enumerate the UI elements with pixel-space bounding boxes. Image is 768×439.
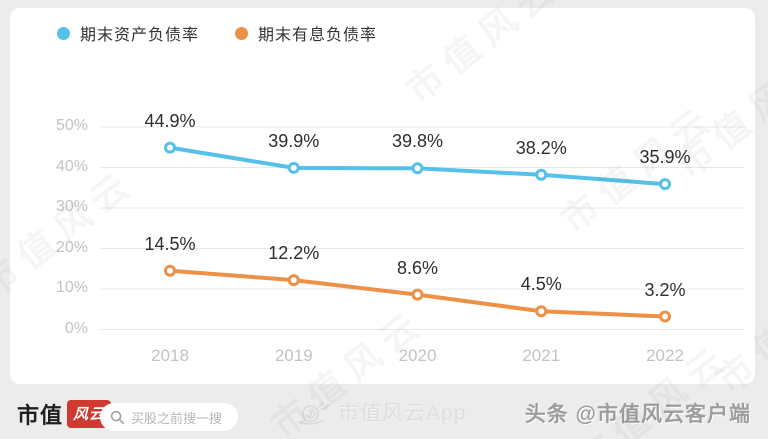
legend-item-asset-liability-ratio[interactable]: 期末资产负债率: [57, 21, 199, 45]
x-axis-tick: 2019: [274, 346, 313, 365]
search-placeholder: 买股之前搜一搜: [131, 410, 223, 426]
toutiao-handle: 头条 @市值风云客户端: [524, 403, 751, 426]
footer-bar: 市值 风云 买股之前搜一搜 市值风云App 头条 @市值风云客户端: [0, 385, 768, 439]
data-point-label: 39.8%: [391, 131, 444, 152]
search-icon: [110, 410, 125, 424]
y-axis-tick: 30%: [55, 198, 88, 215]
y-axis-tick: 0%: [64, 319, 88, 337]
data-point-label: 44.9%: [144, 110, 196, 131]
legend-label-interest-bearing: 期末有息负债率: [258, 27, 378, 44]
x-axis-tick: 2021: [522, 346, 561, 365]
y-axis-tick: 40%: [55, 157, 88, 175]
x-axis-tick: 2018: [151, 346, 189, 365]
app-watermark: 市值风云App: [296, 395, 466, 429]
y-axis-tick: 20%: [55, 238, 88, 256]
legend-dot-blue-icon: [57, 26, 70, 40]
data-point-label: 4.5%: [520, 274, 562, 295]
search-box[interactable]: 买股之前搜一搜: [100, 403, 238, 431]
data-point-label: 35.9%: [639, 147, 691, 168]
brand-logo: 市值 风云: [17, 398, 112, 430]
chart-legend: 期末资产负债率 期末有息负债率: [57, 21, 377, 45]
brand-text: 市值: [17, 403, 64, 428]
data-point-label: 14.5%: [144, 233, 196, 254]
data-point-label: 39.9%: [268, 130, 320, 151]
legend-dot-orange-icon: [235, 26, 249, 40]
snail-logo-icon: [299, 400, 330, 425]
data-point-label: 8.6%: [396, 257, 439, 278]
legend-label-asset-liability: 期末资产负债率: [80, 27, 200, 44]
data-point-label: 38.2%: [515, 137, 567, 158]
x-axis-tick: 2020: [398, 346, 437, 365]
legend-item-interest-bearing-ratio[interactable]: 期末有息负债率: [235, 21, 377, 45]
chart-card: [10, 8, 755, 384]
y-axis-tick: 10%: [55, 279, 88, 296]
data-point-label: 12.2%: [268, 243, 320, 264]
data-point-label: 3.2%: [644, 279, 686, 300]
y-axis-tick: 50%: [55, 117, 88, 134]
app-watermark-label: 市值风云App: [338, 402, 467, 425]
x-axis-tick: 2022: [646, 346, 684, 365]
